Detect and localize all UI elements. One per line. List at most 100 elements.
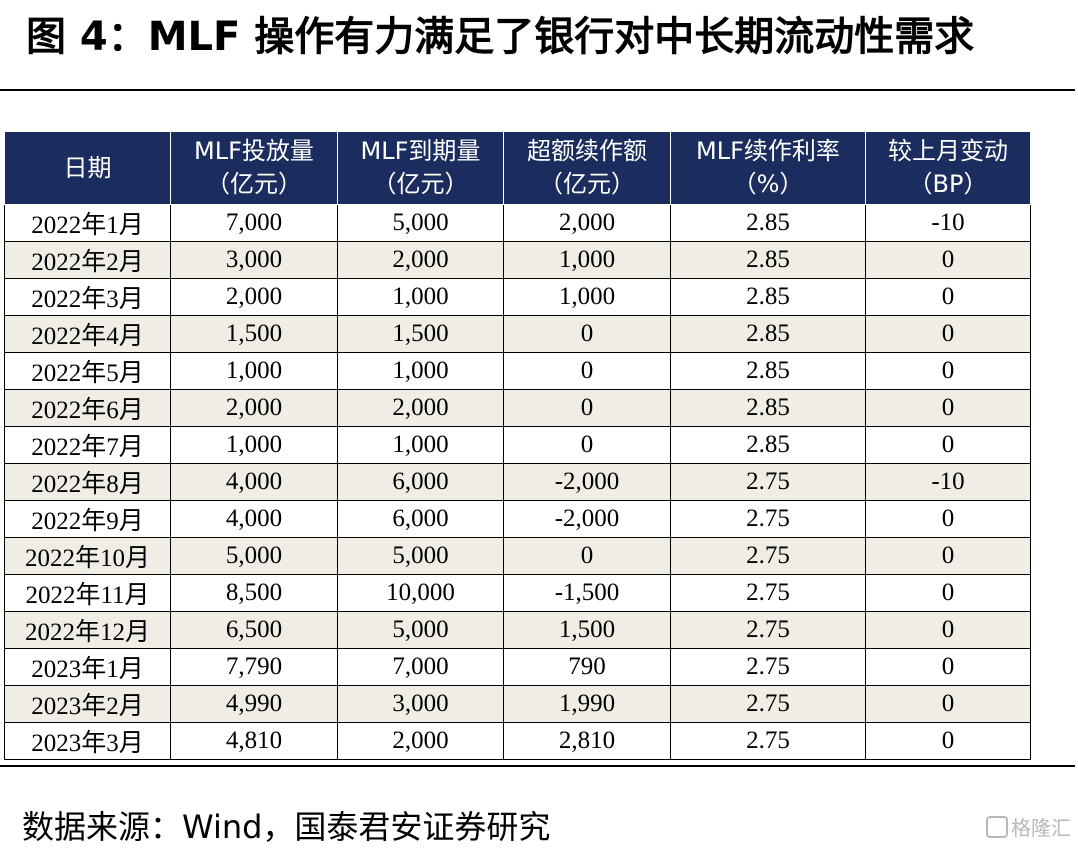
table-header-row: 日期 MLF投放量 （亿元） MLF到期量 （亿元） 超额续作额 （亿元） MLF续作… [4, 131, 1031, 205]
table-row: 2022年4月 1,500 1,500 0 2.85 0 [4, 315, 1031, 353]
cell-date: 2023年1月 [4, 648, 171, 686]
cell-excess-rollover: 1,000 [503, 278, 671, 316]
table-row: 2022年11月 8,500 10,000 -1,500 2.75 0 [4, 574, 1031, 612]
cell-date: 2022年6月 [4, 389, 171, 427]
cell-date: 2023年3月 [4, 722, 171, 760]
cell-mlf-maturing: 1,000 [337, 278, 504, 316]
cell-mlf-rate: 2.75 [670, 574, 866, 612]
cell-mlf-issued: 6,500 [170, 611, 338, 649]
cell-excess-rollover: -1,500 [503, 574, 671, 612]
cell-mlf-maturing: 1,500 [337, 315, 504, 353]
table-row: 2022年9月 4,000 6,000 -2,000 2.75 0 [4, 500, 1031, 538]
cell-date: 2022年5月 [4, 352, 171, 390]
table-row: 2022年5月 1,000 1,000 0 2.85 0 [4, 352, 1031, 390]
cell-excess-rollover: 0 [503, 426, 671, 464]
cell-mlf-maturing: 7,000 [337, 648, 504, 686]
cell-mlf-issued: 4,000 [170, 500, 338, 538]
cell-date: 2023年2月 [4, 685, 171, 723]
cell-mlf-rate: 2.85 [670, 204, 866, 242]
cell-excess-rollover: 0 [503, 352, 671, 390]
cell-date: 2022年2月 [4, 241, 171, 279]
cell-date: 2022年12月 [4, 611, 171, 649]
cell-mom-change: 0 [865, 648, 1031, 686]
cell-mom-change: 0 [865, 315, 1031, 353]
table-row: 2023年1月 7,790 7,000 790 2.75 0 [4, 648, 1031, 686]
cell-excess-rollover: 1,000 [503, 241, 671, 279]
top-rule [0, 89, 1075, 91]
cell-mlf-issued: 8,500 [170, 574, 338, 612]
cell-mlf-issued: 3,000 [170, 241, 338, 279]
cell-mlf-rate: 2.85 [670, 426, 866, 464]
cell-mlf-issued: 7,790 [170, 648, 338, 686]
cell-mlf-rate: 2.75 [670, 500, 866, 538]
cell-mlf-maturing: 5,000 [337, 611, 504, 649]
cell-mom-change: -10 [865, 204, 1031, 242]
cell-mlf-issued: 5,000 [170, 537, 338, 575]
cell-mom-change: 0 [865, 241, 1031, 279]
cell-mlf-maturing: 6,000 [337, 500, 504, 538]
data-source-note: 数据来源：Wind，国泰君安证券研究 [22, 808, 551, 846]
cell-mom-change: 0 [865, 722, 1031, 760]
cell-excess-rollover: 0 [503, 315, 671, 353]
cell-date: 2022年1月 [4, 204, 171, 242]
table-row: 2022年2月 3,000 2,000 1,000 2.85 0 [4, 241, 1031, 279]
cell-mlf-maturing: 2,000 [337, 389, 504, 427]
cell-date: 2022年8月 [4, 463, 171, 501]
cell-excess-rollover: 790 [503, 648, 671, 686]
cell-mlf-rate: 2.85 [670, 278, 866, 316]
cell-mlf-rate: 2.75 [670, 648, 866, 686]
table-row: 2023年3月 4,810 2,000 2,810 2.75 0 [4, 722, 1031, 760]
cell-mlf-rate: 2.85 [670, 315, 866, 353]
cell-mom-change: 0 [865, 574, 1031, 612]
cell-mlf-issued: 1,000 [170, 352, 338, 390]
cell-mom-change: 0 [865, 611, 1031, 649]
cell-mlf-rate: 2.75 [670, 537, 866, 575]
cell-mlf-maturing: 5,000 [337, 537, 504, 575]
bottom-rule [0, 765, 1075, 767]
table-row: 2022年8月 4,000 6,000 -2,000 2.75 -10 [4, 463, 1031, 501]
cell-mom-change: 0 [865, 685, 1031, 723]
table-row: 2022年7月 1,000 1,000 0 2.85 0 [4, 426, 1031, 464]
cell-mlf-rate: 2.75 [670, 611, 866, 649]
cell-date: 2022年7月 [4, 426, 171, 464]
cell-mlf-issued: 4,000 [170, 463, 338, 501]
cell-mlf-maturing: 3,000 [337, 685, 504, 723]
cell-mlf-maturing: 1,000 [337, 352, 504, 390]
header-date: 日期 [4, 131, 171, 205]
watermark-icon [986, 816, 1008, 838]
cell-excess-rollover: 0 [503, 389, 671, 427]
cell-mom-change: 0 [865, 426, 1031, 464]
cell-mlf-maturing: 1,000 [337, 426, 504, 464]
cell-mom-change: 0 [865, 278, 1031, 316]
cell-date: 2022年11月 [4, 574, 171, 612]
cell-mom-change: 0 [865, 500, 1031, 538]
cell-date: 2022年10月 [4, 537, 171, 575]
cell-mlf-rate: 2.85 [670, 241, 866, 279]
cell-excess-rollover: 1,990 [503, 685, 671, 723]
cell-mlf-issued: 7,000 [170, 204, 338, 242]
cell-mlf-maturing: 5,000 [337, 204, 504, 242]
table-row: 2022年6月 2,000 2,000 0 2.85 0 [4, 389, 1031, 427]
cell-date: 2022年9月 [4, 500, 171, 538]
header-mom-change: 较上月变动 （BP） [865, 131, 1031, 205]
cell-mom-change: 0 [865, 352, 1031, 390]
mlf-table: 日期 MLF投放量 （亿元） MLF到期量 （亿元） 超额续作额 （亿元） MLF续作… [4, 131, 1031, 760]
cell-excess-rollover: 0 [503, 537, 671, 575]
cell-excess-rollover: 2,000 [503, 204, 671, 242]
cell-mlf-issued: 4,810 [170, 722, 338, 760]
cell-mlf-maturing: 10,000 [337, 574, 504, 612]
cell-mlf-maturing: 2,000 [337, 241, 504, 279]
cell-mlf-issued: 4,990 [170, 685, 338, 723]
watermark-logo: 格隆汇 [986, 812, 1071, 841]
header-mlf-rate: MLF续作利率 （%） [670, 131, 866, 205]
header-mlf-maturing: MLF到期量 （亿元） [337, 131, 504, 205]
header-excess-rollover: 超额续作额 （亿元） [503, 131, 671, 205]
cell-mlf-maturing: 2,000 [337, 722, 504, 760]
cell-mom-change: 0 [865, 537, 1031, 575]
cell-mlf-issued: 1,500 [170, 315, 338, 353]
cell-excess-rollover: 2,810 [503, 722, 671, 760]
cell-mlf-rate: 2.75 [670, 722, 866, 760]
cell-excess-rollover: -2,000 [503, 463, 671, 501]
cell-mlf-rate: 2.75 [670, 685, 866, 723]
table-row: 2022年1月 7,000 5,000 2,000 2.85 -10 [4, 204, 1031, 242]
